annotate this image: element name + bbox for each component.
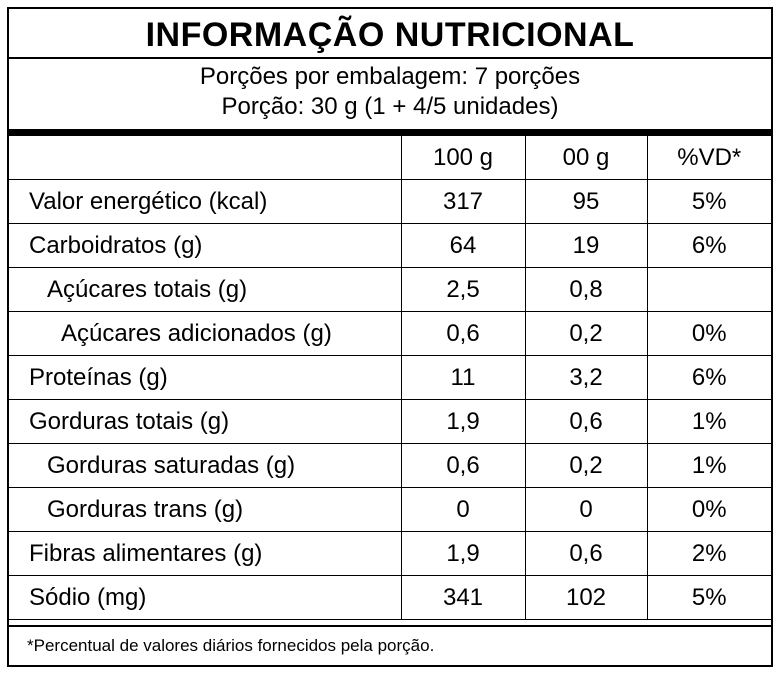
nutrient-label: Gorduras saturadas (g) [9, 443, 402, 488]
table-row: Gorduras trans (g) 0 0 0% [9, 487, 771, 532]
value-dv: 0% [646, 311, 771, 356]
value-dv: 6% [646, 223, 771, 268]
header-cell-per-serving: 00 g [524, 136, 648, 180]
table-row: Açúcares totais (g) 2,5 0,8 [9, 267, 771, 312]
header-cell-dv: %VD* [646, 136, 771, 180]
header-cell-per100: 100 g [400, 136, 526, 180]
value-dv: 5% [646, 179, 771, 224]
value-per-serving: 102 [524, 575, 648, 620]
value-per100: 317 [400, 179, 526, 224]
value-per-serving: 0 [524, 487, 648, 532]
nutrient-label: Gorduras trans (g) [9, 487, 402, 532]
nutrient-label: Carboidratos (g) [9, 223, 402, 268]
serving-info: Porções por embalagem: 7 porções Porção:… [9, 59, 771, 133]
value-per100: 341 [400, 575, 526, 620]
nutrient-label: Açúcares adicionados (g) [9, 311, 402, 356]
value-per-serving: 0,6 [524, 399, 648, 444]
value-per-serving: 0,6 [524, 531, 648, 576]
value-dv [646, 267, 771, 312]
table-header-row: 100 g 00 g %VD* [9, 136, 771, 180]
thick-divider [9, 129, 771, 136]
panel-title: INFORMAÇÃO NUTRICIONAL [9, 9, 771, 59]
table-row: Carboidratos (g) 64 19 6% [9, 223, 771, 268]
value-dv: 1% [646, 399, 771, 444]
value-per100: 0 [400, 487, 526, 532]
value-dv: 0% [646, 487, 771, 532]
nutrient-label: Fibras alimentares (g) [9, 531, 402, 576]
table-row: Gorduras totais (g) 1,9 0,6 1% [9, 399, 771, 444]
nutrition-facts-panel: INFORMAÇÃO NUTRICIONAL Porções por embal… [7, 7, 773, 667]
nutrient-label: Gorduras totais (g) [9, 399, 402, 444]
servings-per-package: Porções por embalagem: 7 porções [199, 63, 581, 90]
table-row: Proteínas (g) 11 3,2 6% [9, 355, 771, 400]
nutrient-label: Proteínas (g) [9, 355, 402, 400]
nutrient-label: Valor energético (kcal) [9, 179, 402, 224]
nutrient-label: Sódio (mg) [9, 575, 402, 620]
value-per-serving: 95 [524, 179, 648, 224]
value-dv: 5% [646, 575, 771, 620]
value-per-serving: 0,2 [524, 443, 648, 488]
value-per100: 11 [400, 355, 526, 400]
table-row: Gorduras saturadas (g) 0,6 0,2 1% [9, 443, 771, 488]
footnote: *Percentual de valores diários fornecido… [9, 625, 771, 665]
value-per100: 2,5 [400, 267, 526, 312]
value-per100: 1,9 [400, 399, 526, 444]
table-row: Sódio (mg) 341 102 5% [9, 575, 771, 620]
value-dv: 6% [646, 355, 771, 400]
value-per-serving: 0,2 [524, 311, 648, 356]
value-per100: 64 [400, 223, 526, 268]
table-row: Valor energético (kcal) 317 95 5% [9, 179, 771, 224]
nutrition-table: 100 g 00 g %VD* Valor energético (kcal) … [9, 136, 771, 620]
table-row: Fibras alimentares (g) 1,9 0,6 2% [9, 531, 771, 576]
nutrient-label: Açúcares totais (g) [9, 267, 402, 312]
value-per100: 0,6 [400, 311, 526, 356]
value-per-serving: 19 [524, 223, 648, 268]
serving-size: Porção: 30 g (1 + 4/5 unidades) [221, 93, 559, 120]
value-per100: 1,9 [400, 531, 526, 576]
value-dv: 1% [646, 443, 771, 488]
value-per-serving: 0,8 [524, 267, 648, 312]
header-cell-label [9, 136, 402, 180]
value-per100: 0,6 [400, 443, 526, 488]
value-per-serving: 3,2 [524, 355, 648, 400]
table-row: Açúcares adicionados (g) 0,6 0,2 0% [9, 311, 771, 356]
value-dv: 2% [646, 531, 771, 576]
